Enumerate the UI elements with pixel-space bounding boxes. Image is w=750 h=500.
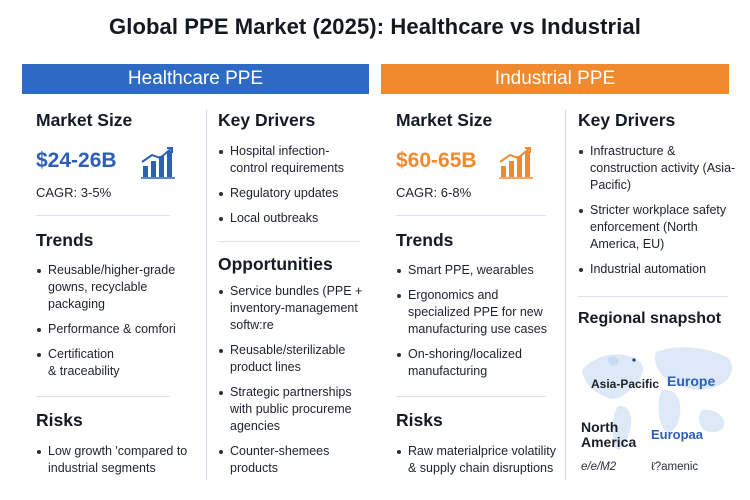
in-market-size-heading: Market Size [396, 110, 493, 130]
list-item: Strategic partnerships with public procu… [218, 384, 363, 435]
hc-separator-2 [36, 396, 170, 397]
hc-risks-list: Low growth 'compared to industrial segme… [36, 443, 204, 485]
list-item: Stricter workplace safety enforcement (N… [578, 202, 738, 253]
hc-opportunities-heading: Opportunities [218, 254, 333, 274]
hc-trends-list: Reusable/higher-grade gowns, recyclable … [36, 262, 204, 388]
in-separator-2 [396, 396, 546, 397]
healthcare-header: Healthcare PPE [22, 64, 369, 94]
in-trends-heading: Trends [396, 230, 454, 250]
list-item: Service bundles (PPE + inventory-managem… [218, 283, 363, 334]
in-drivers-list: Infrastructure & construction activity (… [578, 143, 738, 286]
list-item: Raw materialprice volatility & supply ch… [396, 443, 564, 477]
list-item: Performance & comfori [36, 321, 204, 338]
list-item: Industrial automation [578, 261, 738, 278]
in-separator-3 [578, 296, 728, 297]
bar-chart-growth-icon [499, 147, 533, 179]
list-item: Counter-shemees products [218, 443, 363, 477]
divider-healthcare [206, 110, 207, 480]
hc-market-size-value: $24-26B [36, 149, 117, 172]
divider-industrial [565, 110, 566, 480]
list-item: Infrastructure & construction activity (… [578, 143, 738, 194]
in-drivers-heading: Key Drivers [578, 110, 676, 130]
map-label-north-america: North America [581, 419, 637, 450]
list-item: Smart PPE, wearables [396, 262, 558, 279]
list-item: Hospital infection-control requirements [218, 143, 358, 177]
list-item: Low growth 'compared to industrial segme… [36, 443, 204, 477]
in-trends-list: Smart PPE, wearables Ergonomics and spec… [396, 262, 558, 388]
list-item: Reusable/higher-grade gowns, recyclable … [36, 262, 204, 313]
list-item: Ergonomics and specialized PPE for new m… [396, 287, 558, 338]
list-item: Reusable/sterilizable product lines [218, 342, 363, 376]
in-risks-list: Raw materialprice volatility & supply ch… [396, 443, 564, 485]
bar-chart-growth-icon [141, 147, 175, 179]
list-item: Regulatory updates [218, 185, 358, 202]
hc-drivers-list: Hospital infection-control requirements … [218, 143, 358, 235]
map-label-garbled-2: ℓ?amenic [651, 461, 699, 473]
map-label-europaa: Europaa [651, 427, 704, 442]
map-label-europe: Europe [667, 373, 716, 389]
list-item: On-shoring/localized manufacturing [396, 346, 558, 380]
hc-separator-3 [218, 241, 360, 242]
hc-separator-1 [36, 215, 170, 216]
in-regional-heading: Regional snapshot [578, 310, 722, 327]
page-title: Global PPE Market (2025): Healthcare vs … [109, 14, 641, 39]
in-cagr: CAGR: 6-8% [396, 185, 472, 200]
world-map [582, 347, 733, 450]
in-market-size-value: $60-65B [396, 149, 477, 172]
hc-opportunities-list: Service bundles (PPE + inventory-managem… [218, 283, 363, 485]
list-item: Certification & traceability [36, 346, 204, 380]
hc-drivers-heading: Key Drivers [218, 110, 316, 130]
hc-cagr: CAGR: 3-5% [36, 185, 112, 200]
in-risks-heading: Risks [396, 410, 443, 430]
in-separator-1 [396, 215, 546, 216]
map-label-garbled-1: e/e/M2 [581, 461, 617, 473]
industrial-header: Industrial PPE [381, 64, 729, 94]
hc-trends-heading: Trends [36, 230, 94, 250]
hc-market-size-heading: Market Size [36, 110, 133, 130]
list-item: Local outbreaks [218, 210, 358, 227]
map-label-asia-pacific: Asia-Pacific [591, 377, 660, 391]
hc-risks-heading: Risks [36, 410, 83, 430]
